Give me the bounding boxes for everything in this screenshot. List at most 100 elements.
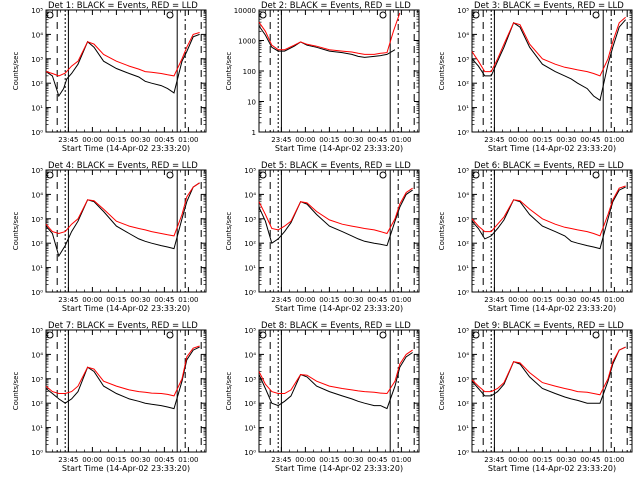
- y-tick-label: 10⁰: [244, 289, 256, 297]
- y-tick-label: 100: [243, 68, 256, 76]
- x-tick-label: 00:00: [295, 136, 315, 144]
- plot-frame: [45, 329, 207, 453]
- y-tick-label: 10000: [234, 7, 256, 15]
- y-tick-label: 10⁵: [457, 7, 469, 15]
- y-tick-label: 10²: [457, 80, 469, 88]
- series-events-black: [471, 186, 626, 250]
- plot-frame: [471, 169, 633, 293]
- panel-title: Det 5: BLACK = Events, RED = LLD: [261, 161, 411, 171]
- y-tick-label: 10³: [244, 376, 256, 384]
- series-events-black: [45, 182, 200, 258]
- attenuator-marker: [46, 331, 54, 339]
- attenuator-marker: [379, 171, 387, 179]
- x-tick-label: 00:00: [295, 456, 315, 464]
- x-tick-label: 00:30: [556, 456, 576, 464]
- x-tick-label: 00:00: [82, 456, 102, 464]
- y-tick-label: 10³: [31, 56, 43, 64]
- y-tick-label: 10⁵: [457, 327, 469, 335]
- x-tick-label: 00:15: [106, 456, 126, 464]
- y-tick-label: 10⁴: [31, 31, 43, 39]
- y-tick-label: 10⁰: [31, 289, 43, 297]
- x-tick-label: 00:15: [319, 456, 339, 464]
- y-tick-label: 10⁰: [31, 129, 43, 137]
- x-tick-label: 00:45: [367, 456, 387, 464]
- attenuator-marker: [46, 11, 54, 19]
- x-tick-label: 01:00: [178, 296, 198, 304]
- y-tick-label: 10²: [457, 240, 469, 248]
- x-tick-label: 00:00: [508, 136, 528, 144]
- plot-frame: [45, 169, 207, 293]
- series-lld-red: [45, 182, 200, 237]
- y-tick-label: 10²: [31, 400, 43, 408]
- panel-title: Det 4: BLACK = Events, RED = LLD: [48, 161, 198, 171]
- x-tick-label: 01:00: [604, 296, 624, 304]
- x-tick-label: 00:00: [508, 296, 528, 304]
- x-tick-label: 00:45: [580, 296, 600, 304]
- attenuator-marker: [592, 11, 600, 19]
- y-tick-label: 10¹: [244, 265, 256, 273]
- series-lld-red: [258, 12, 401, 55]
- y-tick-label: 10¹: [31, 105, 43, 113]
- y-tick-label: 10⁵: [31, 7, 43, 15]
- x-axis-label: Start Time (14-Apr-02 23:33:20): [488, 144, 616, 153]
- x-tick-label: 23:45: [58, 456, 78, 464]
- series-lld-red: [471, 185, 626, 237]
- plot-frame: [258, 9, 420, 133]
- y-tick-label: 10⁰: [457, 289, 469, 297]
- series-events-black: [258, 352, 413, 410]
- y-tick-label: 10³: [31, 216, 43, 224]
- attenuator-marker: [46, 171, 54, 179]
- panel-det-4: Det 4: BLACK = Events, RED = LLD 10⁰ 10¹ 10…: [12, 161, 207, 313]
- y-tick-label: 10⁵: [31, 327, 43, 335]
- attenuator-marker: [379, 331, 387, 339]
- attenuator-marker: [259, 171, 267, 179]
- y-tick-label: 1: [252, 129, 256, 137]
- x-tick-label: 00:45: [154, 136, 174, 144]
- y-tick-label: 10¹: [457, 105, 469, 113]
- x-tick-label: 00:15: [319, 136, 339, 144]
- y-axis-label: Counts/sec: [438, 212, 446, 251]
- x-tick-label: 23:45: [484, 296, 504, 304]
- y-tick-label: 10⁴: [457, 351, 469, 359]
- attenuator-marker: [379, 11, 387, 19]
- attenuator-marker: [592, 331, 600, 339]
- x-tick-label: 00:30: [130, 136, 150, 144]
- series-lld-red: [45, 345, 200, 397]
- x-axis-label: Start Time (14-Apr-02 23:33:20): [275, 464, 403, 473]
- x-axis-label: Start Time (14-Apr-02 23:33:20): [488, 304, 616, 313]
- y-axis-label: Counts/sec: [12, 52, 20, 91]
- series-events-black: [258, 25, 396, 58]
- plot-frame: [258, 329, 420, 453]
- x-tick-label: 00:15: [532, 456, 552, 464]
- y-tick-label: 10³: [457, 376, 469, 384]
- y-tick-label: 10⁰: [457, 129, 469, 137]
- y-tick-label: 10⁰: [457, 449, 469, 457]
- x-tick-label: 00:30: [343, 456, 363, 464]
- x-tick-label: 00:00: [295, 296, 315, 304]
- x-axis-label: Start Time (14-Apr-02 23:33:20): [62, 144, 190, 153]
- x-tick-label: 23:45: [58, 136, 78, 144]
- x-tick-label: 01:00: [604, 456, 624, 464]
- attenuator-marker: [166, 331, 174, 339]
- y-axis-label: Counts/sec: [225, 372, 233, 411]
- x-axis-label: Start Time (14-Apr-02 23:33:20): [275, 304, 403, 313]
- panel-title: Det 7: BLACK = Events, RED = LLD: [48, 321, 198, 331]
- x-tick-label: 00:15: [106, 296, 126, 304]
- y-tick-label: 10⁴: [244, 191, 256, 199]
- attenuator-marker: [472, 171, 480, 179]
- panel-det-1: Det 1: BLACK = Events, RED = LLD 10⁰ 10¹ 10…: [12, 1, 207, 153]
- plot-frame: [471, 329, 633, 453]
- series-events-black: [471, 19, 626, 102]
- y-tick-label: 10³: [457, 56, 469, 64]
- series-lld-red: [471, 16, 626, 77]
- y-tick-label: 10⁴: [244, 351, 256, 359]
- attenuator-marker: [592, 171, 600, 179]
- panel-title: Det 1: BLACK = Events, RED = LLD: [48, 1, 198, 11]
- x-tick-label: 00:30: [556, 136, 576, 144]
- x-tick-label: 00:30: [130, 296, 150, 304]
- y-tick-label: 10⁴: [457, 31, 469, 39]
- x-tick-label: 00:15: [106, 136, 126, 144]
- y-tick-label: 10¹: [244, 425, 256, 433]
- x-tick-label: 00:00: [82, 136, 102, 144]
